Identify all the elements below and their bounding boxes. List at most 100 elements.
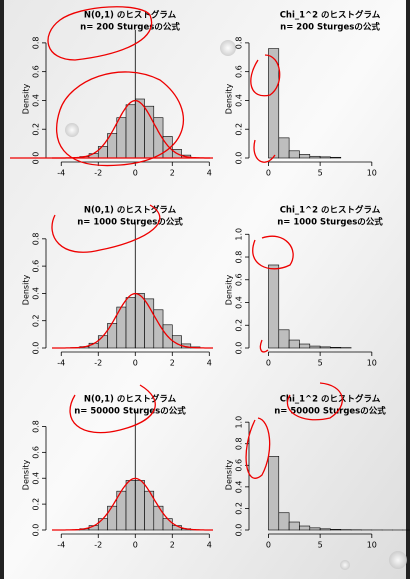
annotation: [56, 71, 184, 167]
x-tick-label: 0: [133, 359, 138, 368]
chart-subtitle: n= 200 Sturgesの公式: [80, 22, 180, 33]
bar: [319, 156, 331, 159]
y-tick-label: 0.4: [235, 296, 244, 309]
bar: [299, 343, 311, 349]
chart-subtitle: n= 200 Sturgesの公式: [280, 22, 380, 33]
y-tick-label: 0.6: [235, 65, 244, 78]
x-tick-label: 0: [133, 541, 138, 550]
y-axis-label: Density: [22, 460, 31, 491]
y-tick-label: 0.4: [32, 287, 41, 300]
y-tick-label: 0.4: [32, 94, 41, 107]
x-tick-label: 2: [170, 169, 175, 178]
x-tick-label: 0: [266, 359, 271, 368]
y-axis-label: Density: [22, 275, 31, 306]
y-tick-label: 0.8: [235, 37, 244, 50]
bar: [268, 264, 280, 349]
y-tick-label: 0.0: [235, 152, 244, 165]
x-tick-label: -4: [57, 359, 65, 368]
bar: [134, 480, 145, 531]
y-tick-label: 0.6: [235, 273, 244, 286]
annotation: [253, 139, 276, 163]
bar: [288, 150, 300, 159]
x-tick-label: 10: [367, 169, 377, 178]
y-axis-label: Density: [225, 84, 234, 115]
chart-title: Chi_1^2 のヒストグラム: [280, 205, 381, 216]
x-tick-label: 4: [207, 541, 212, 550]
bar: [319, 528, 331, 531]
annotation: [51, 204, 161, 253]
y-tick-label: 0.0: [235, 342, 244, 355]
y-tick-label: 0.6: [235, 459, 244, 472]
frame-left: [0, 0, 4, 579]
bar: [153, 505, 164, 531]
y-tick-label: 0.0: [32, 342, 41, 355]
density-curve: [52, 477, 213, 531]
bar: [309, 155, 321, 159]
bar: [125, 480, 136, 531]
bar: [288, 339, 300, 349]
droplet: [389, 551, 407, 569]
bar: [309, 527, 321, 531]
y-tick-label: 0.2: [32, 314, 41, 327]
red-annotations: [10, 6, 343, 479]
y-tick-label: 0.8: [32, 420, 41, 433]
annotation: [47, 6, 153, 61]
bar: [288, 521, 300, 531]
chart-subtitle: n= 50000 Sturgesの公式: [274, 406, 386, 417]
x-tick-label: -4: [57, 169, 65, 178]
bar: [299, 525, 311, 531]
bar: [268, 456, 280, 531]
x-tick-label: -2: [94, 541, 102, 550]
bar: [268, 48, 280, 159]
y-tick-label: 0.2: [235, 319, 244, 332]
bar: [330, 529, 342, 531]
bar: [309, 345, 321, 349]
y-tick-label: 0.0: [235, 524, 244, 537]
y-tick-label: 0.4: [235, 94, 244, 107]
annotation: [252, 235, 294, 270]
bar: [330, 347, 342, 349]
droplet: [65, 123, 79, 137]
y-tick-label: 0.2: [235, 502, 244, 515]
bar: [162, 518, 173, 531]
y-tick-label: 0.6: [32, 260, 41, 273]
bar: [134, 98, 145, 159]
x-tick-label: 5: [318, 541, 323, 550]
y-tick-label: 0.2: [32, 123, 41, 136]
chart-subtitle: n= 50000 Sturgesの公式: [74, 406, 186, 417]
y-tick-label: 1.0: [235, 416, 244, 429]
bar: [97, 335, 108, 349]
x-tick-label: 5: [318, 359, 323, 368]
bar: [278, 512, 290, 531]
x-tick-label: 2: [170, 359, 175, 368]
x-tick-label: -2: [94, 359, 102, 368]
bar: [330, 156, 342, 159]
x-tick-label: 10: [367, 359, 377, 368]
y-tick-label: 0.4: [235, 480, 244, 493]
y-tick-label: 0.2: [32, 498, 41, 511]
x-tick-label: 4: [207, 359, 212, 368]
droplet: [220, 40, 236, 56]
y-tick-label: 0.8: [235, 437, 244, 450]
chart-title: N(0,1) のヒストグラム: [84, 205, 177, 216]
bar: [97, 518, 108, 531]
y-axis-label: Density: [225, 275, 234, 306]
frame-right: [406, 0, 410, 579]
annotation: [286, 382, 343, 421]
bar: [125, 104, 136, 159]
bar: [134, 293, 145, 349]
chart-title: N(0,1) のヒストグラム: [84, 10, 177, 21]
bar: [299, 154, 311, 159]
bar: [319, 346, 331, 349]
y-tick-label: 0.6: [32, 65, 41, 78]
y-axis-label: Density: [225, 460, 234, 491]
x-tick-label: 2: [170, 541, 175, 550]
chart-subtitle: n= 1000 Sturgesの公式: [77, 217, 183, 228]
y-tick-label: 0.8: [235, 251, 244, 264]
y-tick-label: 0.8: [32, 37, 41, 50]
y-tick-label: 1.0: [235, 228, 244, 241]
bar: [171, 335, 182, 349]
density-curve: [52, 292, 213, 349]
